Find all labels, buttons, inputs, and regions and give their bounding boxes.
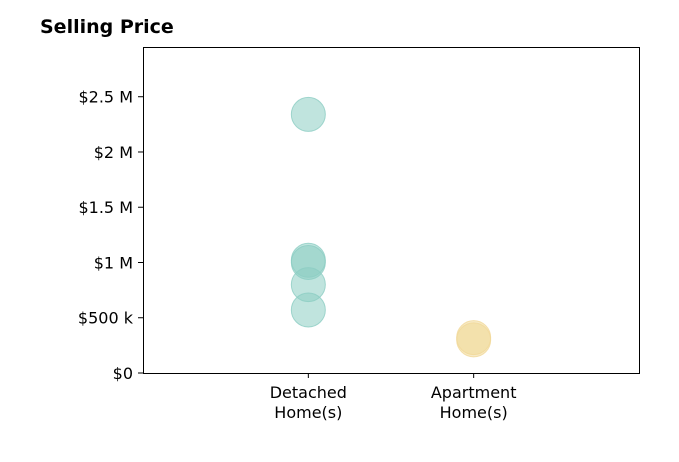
data-point <box>290 96 326 132</box>
y-tick-label: $2.5 M <box>78 88 133 107</box>
x-tick-label: Home(s) <box>440 403 508 422</box>
y-tick-label: $1.5 M <box>78 198 133 217</box>
y-tick-label: $2 M <box>94 143 133 162</box>
y-tick-label: $0 <box>113 364 133 383</box>
y-tick-label: $1 M <box>94 253 133 272</box>
y-tick-label: $500 k <box>78 309 134 328</box>
data-point <box>456 322 492 358</box>
data-point <box>290 292 326 328</box>
plot-frame <box>143 47 640 374</box>
chart-title: Selling Price <box>40 16 174 38</box>
x-tick-label: Home(s) <box>274 403 342 422</box>
x-tick-label: Detached <box>270 383 347 402</box>
x-tick-label: Apartment <box>431 383 517 402</box>
